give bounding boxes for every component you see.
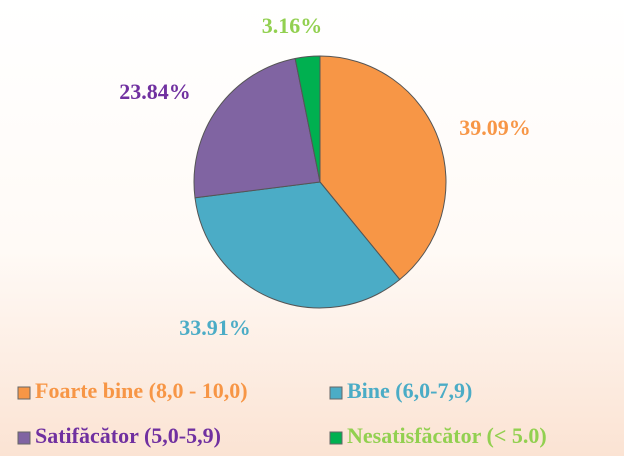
pie-slice — [193, 57, 321, 199]
pie-slice — [294, 55, 321, 183]
legend-label: Nesatisfăcător (< 5.0) — [347, 423, 547, 448]
data-label: 33.91% — [179, 315, 251, 340]
legend-label: Satifăcător (5,0-5,9) — [35, 423, 221, 448]
pie-slice — [194, 181, 401, 309]
legend-label: Foarte bine (8,0 - 10,0) — [35, 378, 248, 403]
legend-swatch — [329, 386, 343, 400]
pie-slice — [319, 55, 447, 281]
data-label: 39.09% — [459, 115, 531, 140]
legend-swatch — [17, 386, 31, 400]
legend-label: Bine (6,0-7,9) — [347, 378, 472, 403]
data-label: 23.84% — [119, 79, 191, 104]
legend-swatch — [17, 431, 31, 445]
legend-swatch — [329, 431, 343, 445]
data-label: 3.16% — [262, 13, 323, 38]
